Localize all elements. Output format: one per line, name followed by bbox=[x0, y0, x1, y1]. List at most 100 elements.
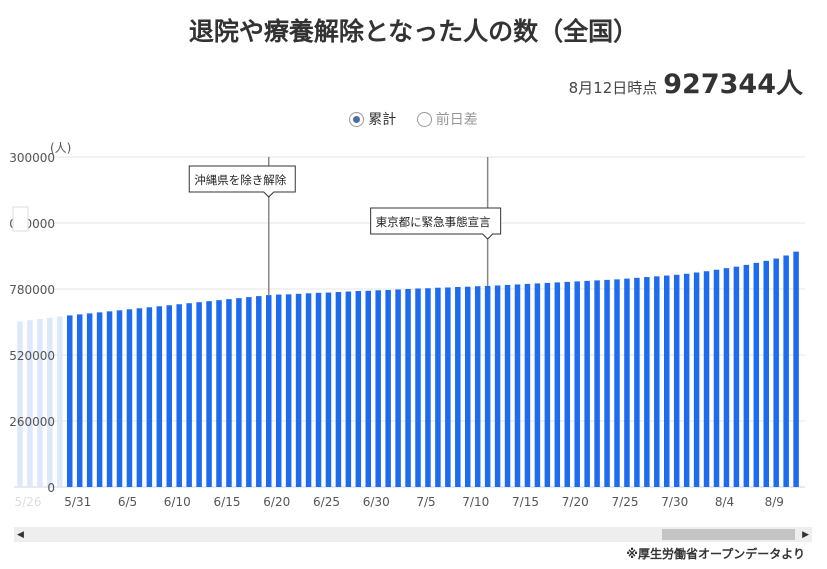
bar bbox=[275, 294, 282, 487]
bar bbox=[136, 308, 143, 487]
bar bbox=[703, 271, 710, 487]
y-tick-label: 780000 bbox=[9, 283, 55, 297]
bar bbox=[693, 272, 700, 487]
as-of-summary: 8月12日時点 927344人 bbox=[569, 62, 803, 101]
bar bbox=[664, 275, 670, 487]
total-value: 927344人 bbox=[663, 69, 803, 100]
bar bbox=[236, 298, 242, 487]
bar bbox=[425, 288, 431, 487]
bar bbox=[226, 299, 232, 487]
bar bbox=[484, 285, 491, 487]
bar bbox=[474, 286, 481, 487]
annotation-box bbox=[188, 165, 296, 198]
x-tick-label: 7/5 bbox=[416, 495, 435, 509]
bar bbox=[365, 290, 371, 487]
bar bbox=[57, 316, 63, 487]
bar bbox=[47, 317, 53, 487]
bar bbox=[763, 260, 769, 487]
bar bbox=[494, 285, 501, 487]
as-of-date: 8月12日時点 bbox=[568, 79, 658, 97]
bar bbox=[355, 291, 362, 487]
bar bbox=[783, 255, 789, 487]
x-tick-label: 5/26 bbox=[15, 495, 42, 509]
radio-selected-icon bbox=[349, 111, 365, 127]
bar bbox=[654, 276, 660, 487]
bar bbox=[604, 279, 610, 487]
x-tick-label: 5/31 bbox=[64, 495, 91, 509]
bar bbox=[76, 314, 83, 487]
bar bbox=[96, 312, 103, 487]
annotation-label: 沖縄県を除き解除 bbox=[194, 173, 286, 187]
bar bbox=[305, 293, 312, 487]
x-tick-label: 7/10 bbox=[462, 495, 489, 509]
scrollbar-thumb[interactable] bbox=[662, 529, 795, 540]
bar bbox=[773, 258, 779, 487]
bar bbox=[315, 292, 322, 487]
bar bbox=[256, 296, 262, 487]
radio-label: 累計 bbox=[368, 112, 397, 128]
bar bbox=[743, 264, 750, 487]
horizontal-scrollbar[interactable]: ◀ ▶ bbox=[14, 527, 812, 542]
bar bbox=[395, 289, 401, 487]
bar bbox=[285, 294, 292, 487]
bar bbox=[295, 293, 302, 487]
bar bbox=[146, 307, 153, 487]
y-tick-label: 520000 bbox=[9, 349, 55, 363]
annotation-label: 東京都に緊急事態宣言 bbox=[376, 215, 491, 229]
bar bbox=[614, 279, 620, 487]
bar bbox=[156, 306, 163, 487]
x-tick-label: 6/5 bbox=[118, 495, 137, 509]
bar bbox=[534, 283, 541, 487]
bar bbox=[216, 300, 222, 487]
scroll-right-icon[interactable]: ▶ bbox=[802, 530, 809, 540]
y-tick-label: 0 bbox=[47, 481, 55, 495]
bar bbox=[793, 251, 799, 487]
zoom-button bbox=[12, 206, 29, 232]
chart-title: 退院や療養解除となった人の数（全国） bbox=[188, 17, 639, 46]
bar bbox=[415, 288, 421, 487]
bar bbox=[514, 284, 521, 487]
bar bbox=[345, 291, 352, 487]
bar bbox=[86, 313, 93, 487]
bar bbox=[27, 320, 33, 487]
bar bbox=[524, 283, 531, 487]
x-tick-label: 7/15 bbox=[512, 495, 539, 509]
bar bbox=[166, 305, 172, 487]
bar bbox=[723, 268, 730, 487]
bar bbox=[445, 287, 451, 487]
bar bbox=[455, 286, 461, 487]
x-tick-label: 6/10 bbox=[164, 495, 191, 509]
bar bbox=[644, 277, 650, 487]
bar bbox=[574, 281, 580, 487]
bar bbox=[544, 282, 551, 487]
bar bbox=[186, 303, 192, 487]
bar bbox=[624, 278, 630, 487]
bar bbox=[753, 262, 760, 487]
bar bbox=[126, 309, 133, 487]
bar bbox=[465, 286, 471, 487]
bar bbox=[594, 280, 600, 487]
radio-empty-icon bbox=[416, 111, 432, 127]
bar bbox=[375, 290, 381, 487]
bar bbox=[713, 269, 720, 487]
data-source: ※厚生労働省オープンデータより bbox=[626, 547, 805, 561]
bar bbox=[37, 318, 43, 487]
radio-daily-diff[interactable]: 前日差 bbox=[416, 109, 478, 129]
bar bbox=[733, 266, 740, 487]
radio-label: 前日差 bbox=[435, 112, 478, 128]
radio-cumulative[interactable]: 累計 bbox=[349, 109, 396, 129]
bar bbox=[504, 284, 511, 487]
x-tick-label: 6/15 bbox=[214, 495, 241, 509]
bar bbox=[246, 297, 252, 487]
bar bbox=[17, 321, 23, 487]
bar bbox=[116, 310, 123, 487]
legend: 累計 前日差 bbox=[0, 109, 827, 131]
x-tick-label: 6/25 bbox=[313, 495, 340, 509]
bar bbox=[673, 274, 680, 487]
scroll-left-icon[interactable]: ◀ bbox=[17, 530, 24, 540]
bar bbox=[67, 315, 73, 487]
bar bbox=[106, 311, 113, 487]
bar bbox=[435, 287, 441, 487]
bar bbox=[405, 289, 411, 487]
